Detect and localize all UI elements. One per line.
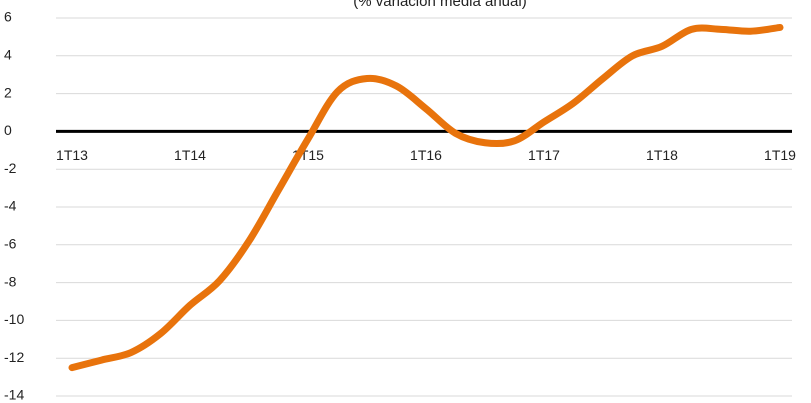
x-tick-label: 1T16 [410,147,442,163]
chart-subtitle: (% variación media anual) [353,0,526,10]
y-tick-label: 0 [4,122,12,138]
line-series [68,23,784,372]
y-tick-label: -8 [4,273,17,289]
x-tick-label: 1T13 [56,147,88,163]
x-tick-label: 1T17 [528,147,560,163]
y-tick-label: -12 [4,349,24,365]
y-tick-label: 6 [4,9,12,25]
y-tick-label: -2 [4,160,17,176]
y-tick-label: -6 [4,236,17,252]
x-tick-label: 1T18 [646,147,678,163]
x-tick-label: 1T14 [174,147,206,163]
y-tick-label: -14 [4,387,24,403]
y-tick-label: -10 [4,311,24,327]
x-tick-label: 1T19 [764,147,796,163]
y-tick-label: -4 [4,198,17,214]
y-tick-label: 2 [4,84,12,100]
y-tick-label: 4 [4,47,12,63]
